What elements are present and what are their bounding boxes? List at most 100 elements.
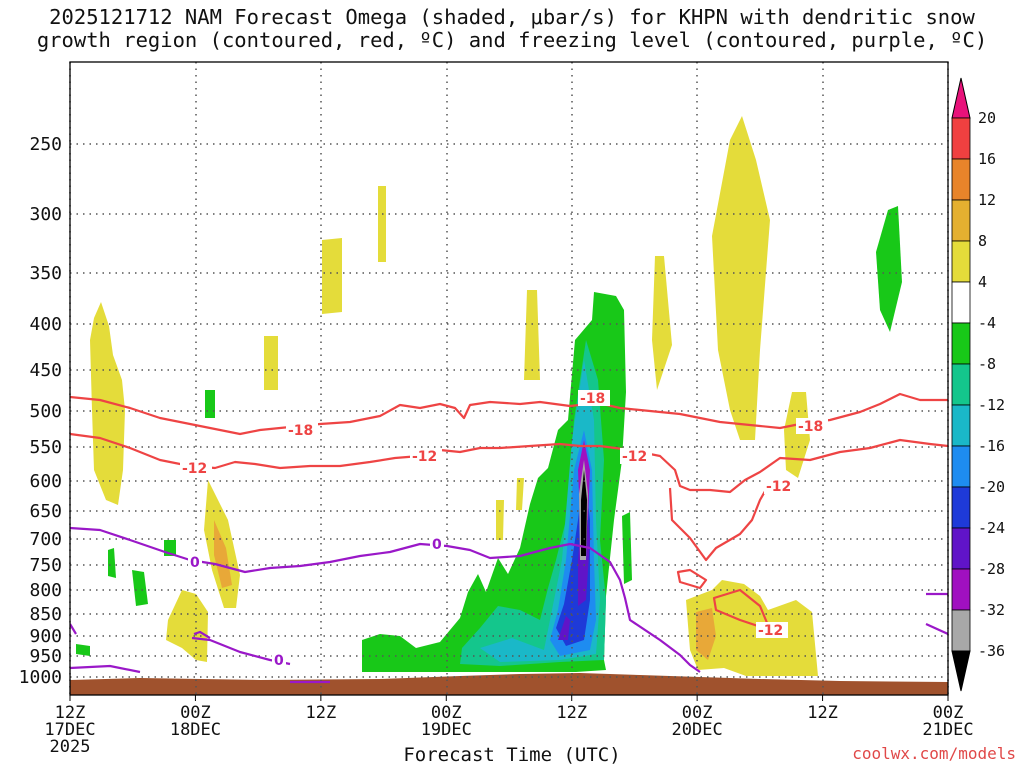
omega-shade-yellow-7 [652,256,672,390]
title-line-1: 2025121712 NAM Forecast Omega (shaded, μ… [49,5,975,29]
contour-label-zero-2: 0 [432,537,442,553]
colorbar-label: -8 [978,355,996,373]
x-tick-label: 18DEC [170,720,221,740]
y-tick-label: 900 [29,626,62,647]
colorbar-segment [951,158,971,201]
omega-shade-orange-2 [696,608,716,660]
contour-label-minus12-5: -12 [758,623,783,639]
shading-layer [70,116,948,695]
y-tick-label: 250 [29,134,62,155]
omega-shade-yellow-9 [784,392,810,478]
colorbar-label: 4 [978,273,987,291]
omega-shade-yellow-5 [264,336,278,390]
omega-shade-green-4 [205,390,215,418]
contour-label-minus12-1: -12 [182,461,207,477]
omega-shade-yellow-12 [516,478,524,510]
terrain-surface [70,673,948,695]
colorbar-top-triangle [951,77,971,119]
colorbar-label: -20 [978,478,1005,496]
omega-shade-green-7 [108,548,116,578]
y-tick-label: 350 [29,263,62,284]
contour-labels: -18 -18 -18 -12 -12 -12 -12 -12 0 0 0 [180,390,828,669]
credit-text: coolwx.com/models [852,744,1016,763]
colorbar-label: -4 [978,314,996,332]
x-tick-label: 12Z [807,703,838,723]
y-tick-label: 1000 [19,667,62,688]
colorbar-segment [951,486,971,529]
colorbar-label: 16 [978,150,996,168]
omega-shade-yellow-11 [496,500,504,540]
colorbar-label: -12 [978,396,1005,414]
y-tick-label: 600 [29,471,62,492]
colorbar-segment [951,568,971,611]
omega-shade-orange-1 [214,520,232,588]
omega-shade-black [581,470,587,556]
omega-shade-green-3 [876,206,902,332]
omega-shade-yellow-8 [712,116,770,440]
x-tick-label: 19DEC [421,720,472,740]
omega-shade-yellow-6 [524,290,540,380]
plot-frame [69,61,949,696]
title-line-2: growth region (contoured, red, ºC) and f… [36,28,988,52]
omega-shade-yellow-10 [686,580,818,676]
contour-dgz-minus12 [70,432,948,494]
y-tick-label: 450 [29,360,62,381]
colorbar-bottom-triangle [951,650,971,692]
x-tick-label: 00Z [682,703,713,723]
y-tick-label: 400 [29,314,62,335]
colorbar-label: 20 [978,109,996,127]
contour-label-minus12-3: -12 [622,449,647,465]
y-tick-label: 550 [29,437,62,458]
colorbar-segment [951,281,971,324]
colorbar-segment [951,199,971,242]
omega-shade-yellow-3 [322,238,342,314]
contour-label-minus12-4: -12 [766,479,791,495]
colorbar-label: -16 [978,437,1005,455]
y-tick-label: 300 [29,204,62,225]
colorbar-segment [951,404,971,447]
colorbar-label: 12 [978,191,996,209]
colorbar-segment [951,240,971,283]
y-tick-label: 700 [29,529,62,550]
omega-shade-green-8 [76,644,90,656]
y-tick-label: 500 [29,401,62,422]
y-axis-ticks: 2503003504004505005506006507007508008509… [19,134,62,688]
colorbar-segment [951,117,971,160]
x-tick-label: 2025 [50,737,91,757]
colorbar-label: -32 [978,601,1005,619]
contour-dgz-minus12-lower [668,485,769,562]
contour-label-minus18-3: -18 [798,419,823,435]
y-tick-label: 950 [29,646,62,667]
x-axis-label: Forecast Time (UTC) [403,744,621,766]
chart-title: 2025121712 NAM Forecast Omega (shaded, μ… [0,6,1024,52]
colorbar-segment [951,445,971,488]
colorbar-segment [951,527,971,570]
contour-label-minus18-1: -18 [288,423,313,439]
colorbar-segment [951,322,971,365]
contour-label-minus12-2: -12 [412,449,437,465]
y-tick-label: 650 [29,501,62,522]
x-tick-label: 21DEC [922,720,973,740]
x-tick-label: 17DEC [44,720,95,740]
colorbar-segment [951,609,971,652]
omega-shade-green-2 [622,512,632,584]
x-tick-label: 00Z [933,703,964,723]
x-tick-label: 12Z [305,703,336,723]
contour-label-minus18-2: -18 [580,391,605,407]
y-tick-label: 800 [29,580,62,601]
omega-shade-yellow-4 [378,186,386,262]
x-tick-label: 00Z [180,703,211,723]
colorbar-segment [951,363,971,406]
x-tick-label: 12Z [55,703,86,723]
colorbar-label: -24 [978,519,1005,537]
contour-freezing-edge [70,623,77,635]
x-tick-label: 12Z [556,703,587,723]
colorbar: 20 16 12 8 4 -4 -8 -12 -16 -20 -24 -28 -32 -36 [951,77,1005,692]
x-tick-label: 20DEC [672,720,723,740]
colorbar-label: 8 [978,232,987,250]
x-tick-label: 00Z [431,703,462,723]
omega-shade-yellow-2 [166,590,208,662]
colorbar-label: -28 [978,560,1005,578]
contour-layer [70,392,948,684]
